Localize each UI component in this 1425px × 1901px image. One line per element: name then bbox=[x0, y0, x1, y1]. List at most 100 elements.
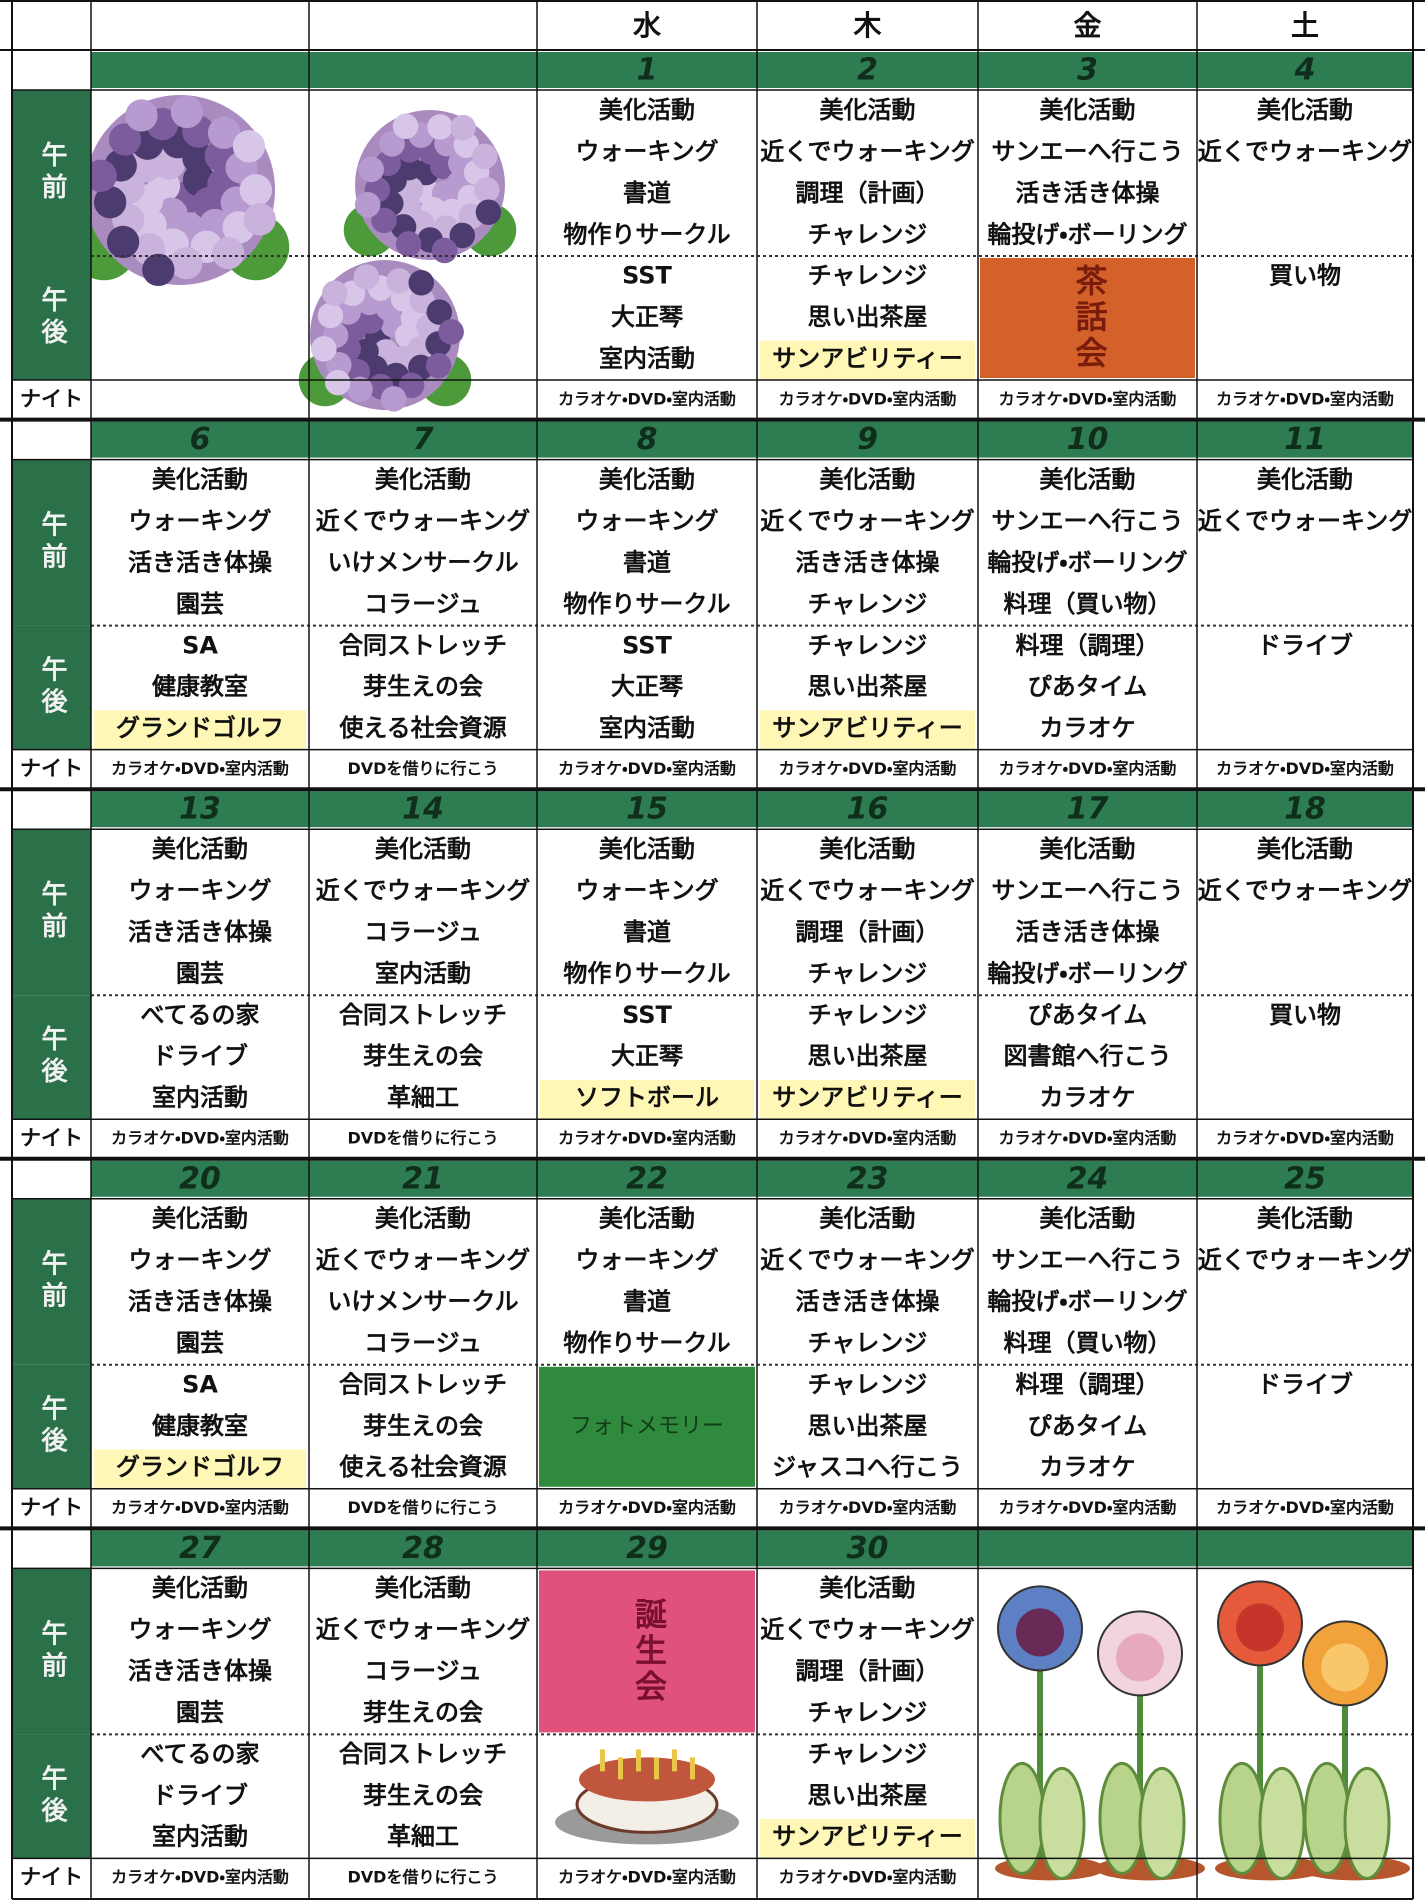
activity: 近くでウォーキング bbox=[760, 1616, 975, 1644]
activity: サンアビリティー bbox=[772, 344, 963, 372]
activity: 大正琴 bbox=[611, 1042, 684, 1070]
night-activity: カラオケ・DVD・室内活動 bbox=[558, 1129, 736, 1148]
date-number: 4 bbox=[1294, 53, 1316, 88]
tulip-inner bbox=[1321, 1643, 1369, 1692]
activity: 大正琴 bbox=[611, 673, 684, 701]
activity: 活き活き体操 bbox=[128, 918, 272, 946]
row-label-am: 午前 bbox=[37, 1618, 67, 1683]
night-activity: カラオケ・DVD・室内活動 bbox=[999, 1498, 1177, 1517]
petal bbox=[427, 114, 453, 140]
activity: 書道 bbox=[623, 1288, 671, 1316]
day-header: 土 bbox=[1291, 9, 1319, 42]
candle bbox=[672, 1749, 677, 1772]
night-activity: カラオケ・DVD・室内活動 bbox=[779, 759, 957, 778]
activity: チャレンジ bbox=[808, 631, 928, 659]
activity: 調理（計画） bbox=[796, 1657, 940, 1685]
petal bbox=[325, 369, 351, 396]
activity: チャレンジ bbox=[808, 590, 928, 618]
activity: 物作りサークル bbox=[563, 590, 730, 618]
date-number: 7 bbox=[413, 422, 434, 457]
activity: カラオケ bbox=[1040, 1084, 1136, 1112]
activity: 美化活動 bbox=[1257, 1205, 1353, 1233]
activity: 美化活動 bbox=[375, 1574, 471, 1602]
night-activity: カラオケ・DVD・室内活動 bbox=[558, 759, 736, 778]
activity: 美化活動 bbox=[1257, 96, 1353, 124]
candle bbox=[636, 1749, 641, 1772]
event-label: 誕生会 bbox=[630, 1597, 668, 1705]
petal bbox=[354, 191, 381, 218]
row-label-pm: 午後 bbox=[37, 285, 68, 350]
activity: コラージュ bbox=[364, 918, 482, 946]
activity: チャレンジ bbox=[808, 262, 928, 290]
activity: サンアビリティー bbox=[772, 1823, 963, 1851]
activity: 近くでウォーキング bbox=[316, 1616, 531, 1644]
night-activity: カラオケ・DVD・室内活動 bbox=[111, 759, 289, 778]
activity: 園芸 bbox=[176, 590, 224, 618]
activity: 近くでウォーキング bbox=[316, 1246, 531, 1274]
night-activity: DVDを借りに行こう bbox=[348, 1129, 499, 1148]
activity: 近くでウォーキング bbox=[316, 507, 531, 535]
activity: 買い物 bbox=[1269, 262, 1341, 290]
petal bbox=[317, 302, 344, 329]
tulip-inner bbox=[1236, 1603, 1284, 1652]
activity: SST bbox=[622, 262, 672, 290]
activity: 書道 bbox=[623, 918, 671, 946]
row-label-pm: 午後 bbox=[37, 1763, 68, 1828]
activity: 芽生えの会 bbox=[363, 1781, 484, 1809]
activity: 料理（調理） bbox=[1016, 631, 1160, 659]
night-activity: DVDを借りに行こう bbox=[348, 1868, 499, 1887]
petal bbox=[94, 186, 127, 219]
activity: 園芸 bbox=[176, 959, 224, 987]
highlight bbox=[760, 710, 975, 749]
illustrations bbox=[70, 95, 1410, 1881]
activity: 料理（買い物） bbox=[1004, 1329, 1172, 1357]
activity: 物作りサークル bbox=[563, 1329, 730, 1357]
highlight bbox=[760, 1079, 975, 1119]
activity: チャレンジ bbox=[808, 1740, 928, 1768]
night-activity: カラオケ・DVD・室内活動 bbox=[1216, 389, 1394, 408]
activity: 大正琴 bbox=[611, 303, 684, 331]
petal bbox=[311, 336, 337, 362]
activity: 室内活動 bbox=[599, 714, 695, 742]
activity: 美化活動 bbox=[152, 465, 248, 493]
petal bbox=[322, 280, 348, 306]
petal bbox=[474, 177, 500, 203]
activity: 活き活き体操 bbox=[128, 1288, 272, 1316]
activity: 近くでウォーキング bbox=[1198, 876, 1413, 904]
date-number: 9 bbox=[857, 422, 878, 457]
activity: 輪投げ・ボーリング bbox=[987, 959, 1187, 987]
candle bbox=[600, 1749, 605, 1772]
night-activity: カラオケ・DVD・室内活動 bbox=[999, 759, 1177, 778]
highlight bbox=[760, 340, 975, 379]
activity: ドライブ bbox=[1257, 1370, 1353, 1398]
date-number: 10 bbox=[1067, 422, 1109, 457]
activity: ぴあタイム bbox=[1028, 1412, 1148, 1440]
row-label-am: 午前 bbox=[37, 140, 67, 205]
activity: 活き活き体操 bbox=[128, 548, 272, 576]
row-label-night: ナイト bbox=[20, 1126, 83, 1150]
row-label-night: ナイト bbox=[20, 1496, 83, 1520]
row-label-pm: 午後 bbox=[37, 1394, 68, 1459]
activity: 美化活動 bbox=[1040, 465, 1136, 493]
activity: 思い出茶屋 bbox=[808, 1412, 928, 1440]
activity: 使える社会資源 bbox=[338, 1453, 506, 1481]
date-number: 2 bbox=[857, 53, 878, 88]
activity: 近くでウォーキング bbox=[760, 137, 975, 165]
petal bbox=[475, 199, 502, 225]
night-activity: カラオケ・DVD・室内活動 bbox=[1216, 1498, 1394, 1517]
activity: ウォーキング bbox=[575, 1246, 718, 1274]
petal bbox=[408, 269, 434, 296]
activity: コラージュ bbox=[364, 590, 482, 618]
activity: 芽生えの会 bbox=[363, 1042, 484, 1070]
highlight bbox=[760, 1819, 975, 1858]
event-block bbox=[539, 1570, 755, 1733]
activity: 活き活き体操 bbox=[796, 1288, 940, 1316]
tulip-leaf bbox=[1138, 1766, 1186, 1880]
activity: 思い出茶屋 bbox=[808, 673, 928, 701]
night-activity: カラオケ・DVD・室内活動 bbox=[779, 389, 957, 408]
petal bbox=[347, 376, 373, 403]
activity: ソフトボール bbox=[575, 1084, 719, 1112]
activity: サンエーへ行こう bbox=[992, 507, 1184, 535]
activity: ドライブ bbox=[152, 1042, 248, 1070]
activity: 革細工 bbox=[387, 1823, 459, 1851]
